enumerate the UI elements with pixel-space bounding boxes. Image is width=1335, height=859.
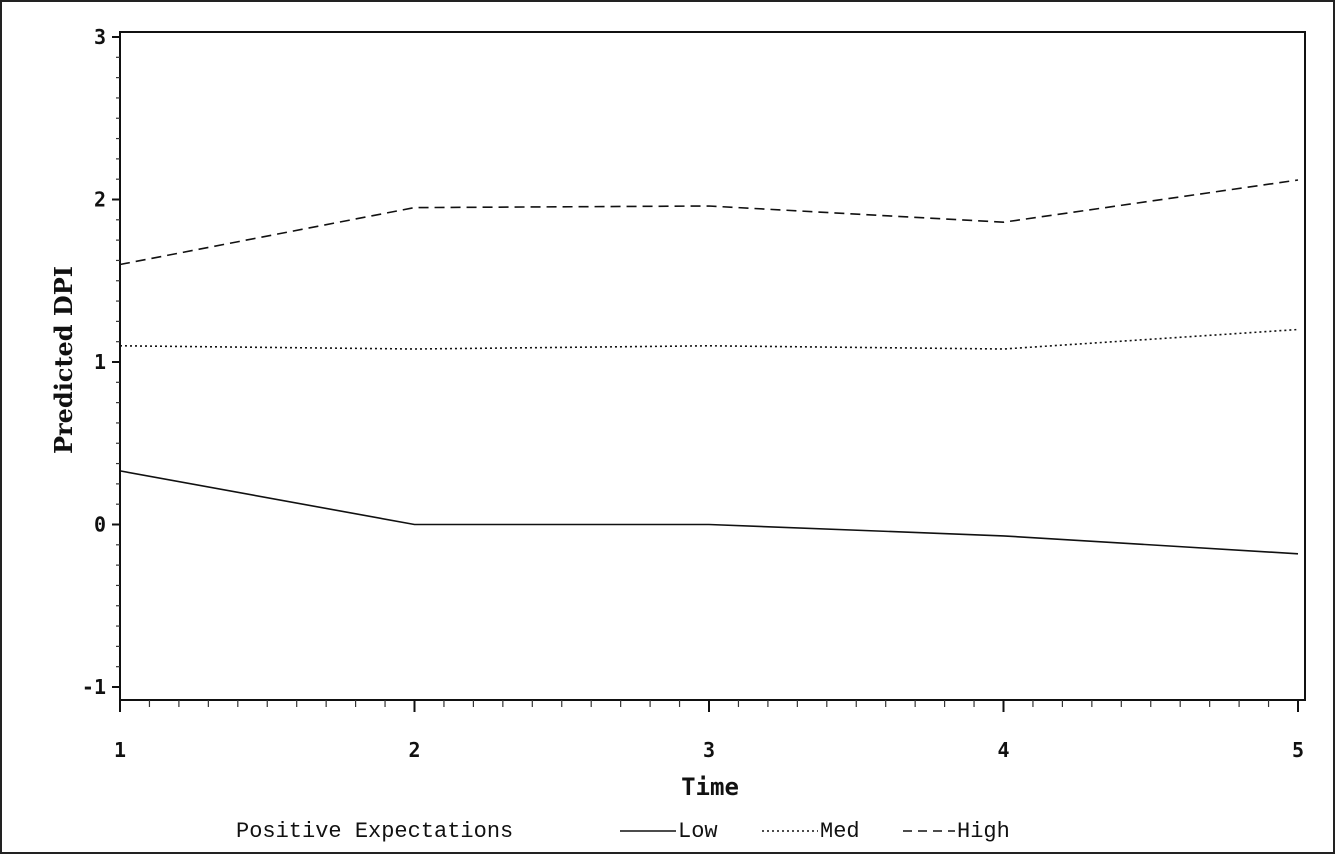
x-minor-ticks xyxy=(148,700,1270,707)
y-axis-ticks: -1 0 1 2 3 xyxy=(82,25,120,699)
legend-label-med: Med xyxy=(820,819,860,844)
series-line-high xyxy=(119,179,1299,266)
x-tick-label-1: 2 xyxy=(408,738,420,762)
x-tick-label-3: 4 xyxy=(997,738,1009,762)
x-tick-label-2: 3 xyxy=(703,738,715,762)
y-axis-title: Predicted DPI xyxy=(49,266,78,454)
legend-title: Positive Expectations xyxy=(236,819,513,844)
x-axis-ticks: 1 2 3 4 5 xyxy=(114,700,1304,762)
y-tick-label-3: 2 xyxy=(94,188,106,212)
x-axis-title: Time xyxy=(681,773,739,801)
y-tick-label-0: -1 xyxy=(82,675,106,699)
series-lines xyxy=(119,179,1299,555)
x-tick-label-0: 1 xyxy=(114,738,126,762)
y-tick-label-2: 1 xyxy=(94,350,106,374)
plot-area xyxy=(119,31,1306,701)
series-line-low xyxy=(119,470,1299,555)
y-tick-label-4: 3 xyxy=(94,25,106,49)
y-tick-label-1: 0 xyxy=(94,513,106,537)
y-minor-ticks xyxy=(116,56,120,668)
legend-label-low: Low xyxy=(678,819,718,844)
legend-label-high: High xyxy=(957,819,1010,844)
legend: Positive Expectations Low Med High xyxy=(236,819,1010,844)
series-line-med xyxy=(119,328,1299,350)
x-tick-label-4: 5 xyxy=(1292,738,1304,762)
